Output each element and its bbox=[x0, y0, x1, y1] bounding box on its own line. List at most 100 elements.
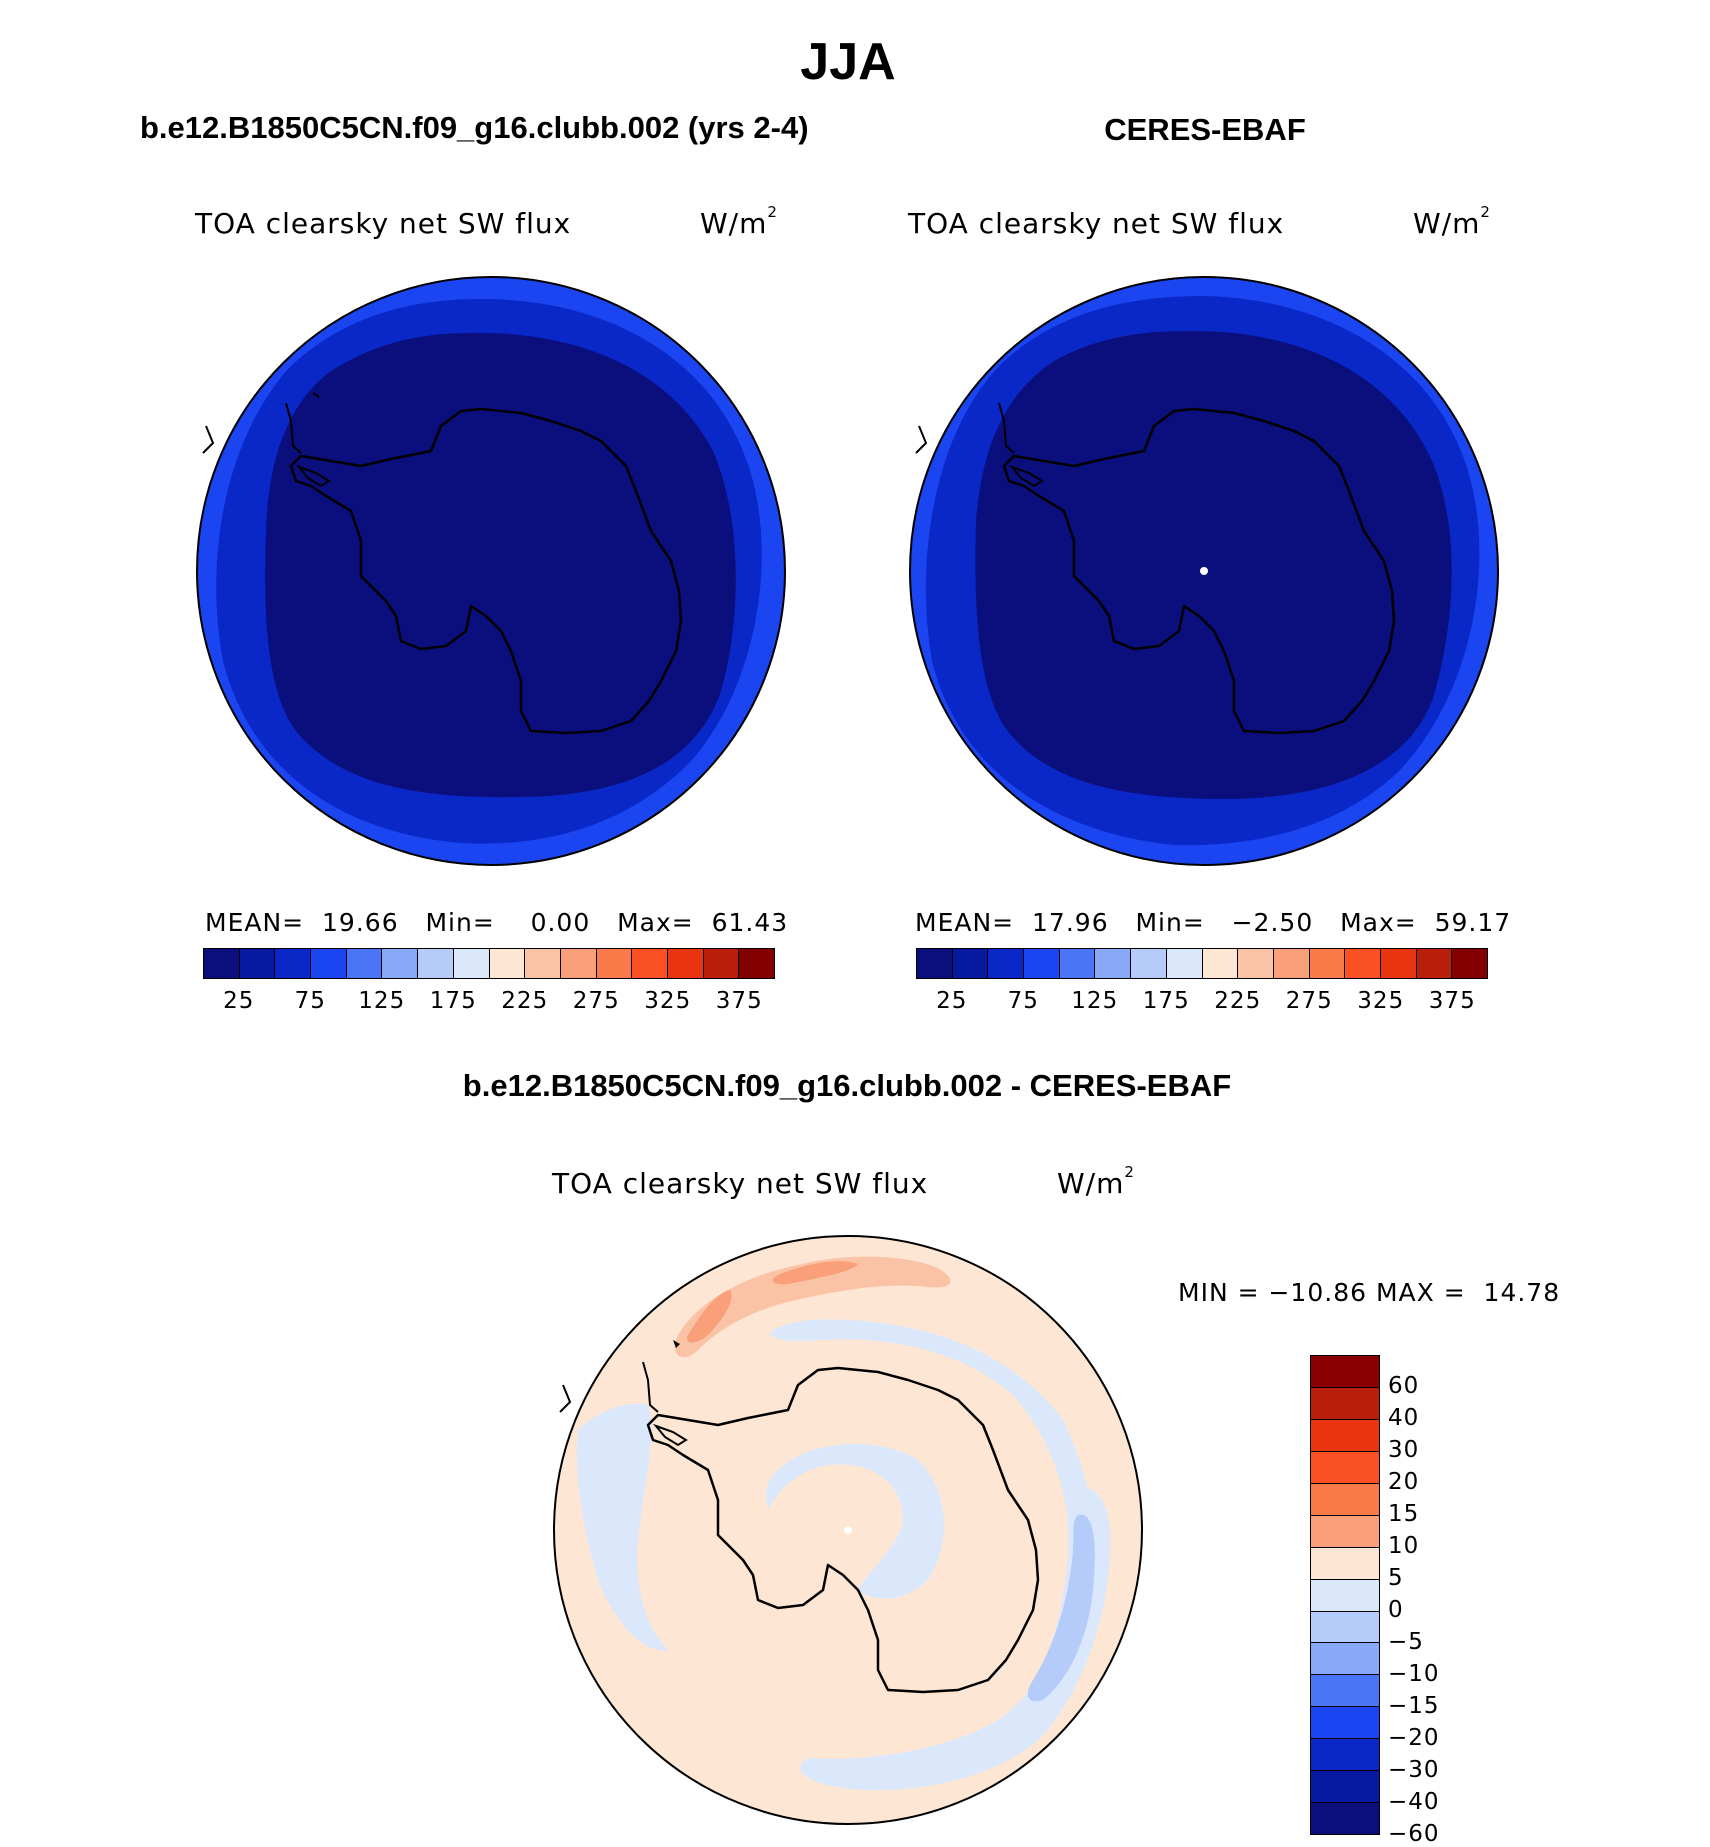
colorbar-tick-label: 175 bbox=[1142, 988, 1190, 1014]
colorbar-swatch bbox=[1059, 949, 1096, 978]
colorbar-tick-label: −5 bbox=[1388, 1629, 1424, 1655]
left-polar-map bbox=[196, 276, 786, 866]
positive-anomaly-core bbox=[687, 1290, 732, 1343]
colorbar-swatch bbox=[1131, 949, 1167, 978]
colorbar-swatch bbox=[382, 949, 419, 978]
colorbar-swatch bbox=[952, 949, 989, 978]
colorbar-tick-label: 125 bbox=[1071, 988, 1119, 1014]
colorbar-tick-label: 75 bbox=[1007, 988, 1039, 1014]
colorbar-tick-label: 325 bbox=[644, 988, 692, 1014]
colorbar-swatch bbox=[1345, 949, 1381, 978]
colorbar-tick-label: 275 bbox=[1285, 988, 1333, 1014]
inner-flux-region bbox=[975, 331, 1452, 799]
colorbar-swatch bbox=[703, 949, 740, 978]
colorbar-swatch bbox=[525, 949, 561, 978]
colorbar-swatch bbox=[1311, 1771, 1379, 1804]
colorbar-swatch bbox=[346, 949, 383, 978]
colorbar-swatch bbox=[988, 949, 1025, 978]
diff-colorbar bbox=[1310, 1355, 1380, 1835]
positive-anomaly-core-2 bbox=[772, 1261, 858, 1285]
colorbar-swatch bbox=[418, 949, 454, 978]
colorbar-tick-label: 40 bbox=[1388, 1405, 1420, 1431]
colorbar-tick-label: 30 bbox=[1388, 1437, 1420, 1463]
colorbar-swatch bbox=[1311, 1515, 1379, 1548]
diff-units-label: W/m2 bbox=[1057, 1163, 1135, 1200]
colorbar-tick-label: 375 bbox=[715, 988, 763, 1014]
colorbar-swatch bbox=[1311, 1611, 1379, 1644]
colorbar-swatch bbox=[1452, 949, 1487, 978]
colorbar-tick-label: 60 bbox=[1388, 1373, 1420, 1399]
right-polar-map bbox=[909, 276, 1499, 866]
colorbar-swatch bbox=[596, 949, 633, 978]
diff-minmax: MIN = −10.86 MAX = 14.78 bbox=[1178, 1278, 1561, 1307]
colorbar-swatch bbox=[1273, 949, 1310, 978]
colorbar-swatch bbox=[453, 949, 490, 978]
main-title: JJA bbox=[800, 33, 896, 91]
colorbar-swatch bbox=[1095, 949, 1132, 978]
pole-marker bbox=[844, 1526, 852, 1534]
negative-anomaly-inner bbox=[766, 1443, 945, 1599]
colorbar-swatch bbox=[1309, 949, 1346, 978]
right-units-label: W/m2 bbox=[1413, 203, 1491, 240]
colorbar-swatch bbox=[1311, 1387, 1379, 1420]
colorbar-tick-label: 10 bbox=[1388, 1533, 1420, 1559]
left-stats: MEAN= 19.66 Min= 0.00 Max= 61.43 bbox=[205, 908, 789, 937]
antarctica-coastline bbox=[646, 1366, 1040, 1694]
colorbar-tick-label: 15 bbox=[1388, 1501, 1420, 1527]
colorbar-tick-label: 375 bbox=[1428, 988, 1476, 1014]
colorbar-swatch bbox=[1311, 1739, 1379, 1772]
negative-anomaly-west bbox=[576, 1403, 668, 1651]
colorbar-tick-label: −30 bbox=[1388, 1757, 1440, 1783]
colorbar-tick-label: 225 bbox=[1214, 988, 1262, 1014]
colorbar-swatch bbox=[1311, 1483, 1379, 1516]
antarctica-coastline bbox=[289, 407, 683, 735]
colorbar-swatch bbox=[275, 949, 312, 978]
colorbar-swatch bbox=[1311, 1579, 1379, 1612]
colorbar-tick-label: 75 bbox=[294, 988, 326, 1014]
strong-negative-anomaly-east bbox=[1027, 1514, 1095, 1702]
colorbar-swatch bbox=[632, 949, 668, 978]
difference-polar-map bbox=[553, 1235, 1143, 1825]
colorbar-swatch bbox=[667, 949, 704, 978]
colorbar-swatch bbox=[1311, 1643, 1379, 1676]
colorbar-swatch bbox=[1166, 949, 1203, 978]
colorbar-swatch bbox=[489, 949, 526, 978]
colorbar-swatch bbox=[1202, 949, 1239, 978]
colorbar-swatch bbox=[204, 949, 240, 978]
colorbar-swatch bbox=[1311, 1675, 1379, 1708]
diff-panel-heading: b.e12.B1850C5CN.f09_g16.clubb.002 - CERE… bbox=[462, 1068, 1232, 1103]
colorbar-swatch bbox=[1311, 1451, 1379, 1484]
right-panel-heading: CERES-EBAF bbox=[1104, 112, 1306, 147]
colorbar-tick-label: 125 bbox=[358, 988, 406, 1014]
colorbar-tick-label: 325 bbox=[1357, 988, 1405, 1014]
left-colorbar bbox=[203, 948, 775, 979]
colorbar-swatch bbox=[1380, 949, 1417, 978]
positive-anomaly-band bbox=[674, 1256, 951, 1358]
colorbar-tick-label: 5 bbox=[1388, 1565, 1404, 1591]
colorbar-swatch bbox=[1311, 1707, 1379, 1740]
colorbar-tick-label: −40 bbox=[1388, 1789, 1440, 1815]
right-variable-label: TOA clearsky net SW flux bbox=[908, 207, 1285, 240]
colorbar-swatch bbox=[560, 949, 597, 978]
colorbar-swatch bbox=[1311, 1356, 1379, 1388]
colorbar-tick-label: −15 bbox=[1388, 1693, 1440, 1719]
colorbar-swatch bbox=[311, 949, 347, 978]
colorbar-swatch bbox=[1416, 949, 1453, 978]
left-variable-label: TOA clearsky net SW flux bbox=[195, 207, 572, 240]
colorbar-swatch bbox=[1311, 1419, 1379, 1452]
colorbar-swatch bbox=[917, 949, 953, 978]
colorbar-swatch bbox=[739, 949, 774, 978]
colorbar-tick-label: 175 bbox=[429, 988, 477, 1014]
diff-variable-label: TOA clearsky net SW flux bbox=[552, 1167, 929, 1200]
left-units-label: W/m2 bbox=[700, 203, 778, 240]
colorbar-tick-label: 20 bbox=[1388, 1469, 1420, 1495]
colorbar-tick-label: −10 bbox=[1388, 1661, 1440, 1687]
colorbar-swatch bbox=[1238, 949, 1274, 978]
inner-flux-region bbox=[265, 332, 736, 798]
colorbar-swatch bbox=[1311, 1547, 1379, 1580]
antarctica-coastline bbox=[1002, 407, 1396, 735]
colorbar-swatch bbox=[1024, 949, 1060, 978]
colorbar-tick-label: 25 bbox=[223, 988, 255, 1014]
left-panel-heading: b.e12.B1850C5CN.f09_g16.clubb.002 (yrs 2… bbox=[140, 110, 809, 145]
right-colorbar bbox=[916, 948, 1488, 979]
